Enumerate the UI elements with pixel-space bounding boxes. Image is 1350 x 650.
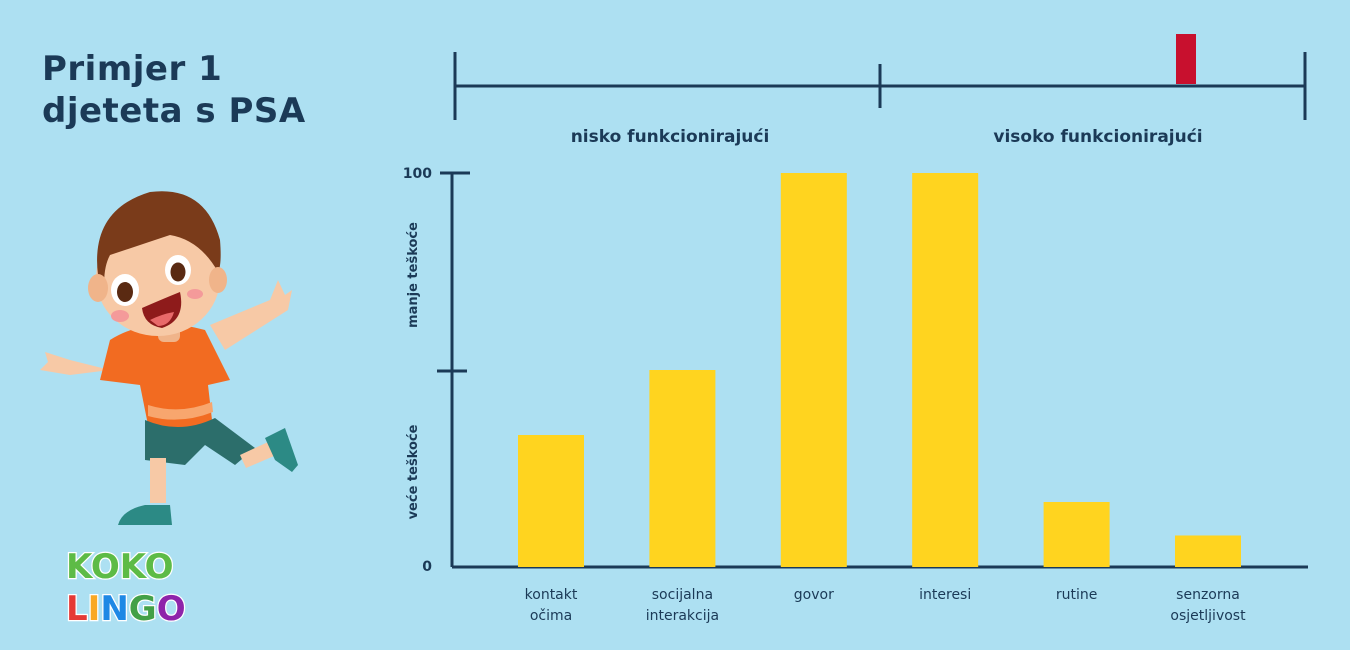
bar-3 xyxy=(912,173,979,567)
category-label-1: socijalna interakcija xyxy=(646,587,719,624)
logo-letter: K xyxy=(66,547,94,587)
child-right-shoe xyxy=(265,428,298,472)
scale-marker xyxy=(1176,34,1196,84)
child-ear-right xyxy=(209,267,227,293)
scale-left-label: nisko funkcionirajući xyxy=(571,127,770,147)
category-label-0: kontakt očima xyxy=(525,587,578,624)
category-labels: kontakt očima socijalna interakcija govor int… xyxy=(525,587,1246,624)
chart-axes: 100 0 manje teškoće veće teškoće xyxy=(403,166,1308,575)
child-cheek-left xyxy=(111,310,129,322)
child-left-shoe xyxy=(118,505,172,525)
category-label-4: rutine xyxy=(1056,587,1098,603)
child-pupil-right xyxy=(170,262,186,282)
category-label-3: interesi xyxy=(919,587,971,603)
logo-line-2: LINGO xyxy=(66,589,186,629)
child-shirt-stripe xyxy=(148,402,213,420)
child-right-arm xyxy=(210,280,292,350)
y-tick-label-100: 100 xyxy=(403,166,432,182)
y-annotation-lower: veće teškoće xyxy=(406,424,421,519)
logo-letter: O xyxy=(91,547,120,587)
bar-5 xyxy=(1175,535,1241,567)
koko-lingo-logo: KOKO LINGO xyxy=(65,546,187,630)
child-left-arm xyxy=(40,352,110,375)
logo-letter: O xyxy=(157,589,186,629)
bars xyxy=(518,173,1241,567)
logo-letter: N xyxy=(100,589,128,629)
y-annotation-upper: manje teškoće xyxy=(406,222,421,328)
child-shorts xyxy=(145,418,255,465)
logo-letter: G xyxy=(129,589,157,629)
category-label-5: senzorna osjetljivost xyxy=(1170,587,1246,624)
logo-letter: I xyxy=(88,589,101,629)
functioning-scale: nisko funkcionirajući visoko funkcionira… xyxy=(453,34,1307,147)
child-hair xyxy=(97,191,221,295)
bar-1 xyxy=(649,370,716,567)
logo-letter: L xyxy=(66,589,88,629)
child-right-leg xyxy=(240,442,274,468)
bar-4 xyxy=(1043,501,1110,567)
page-title-line-2: djeteta s PSA xyxy=(42,91,306,131)
scale-right-label: visoko funkcionirajući xyxy=(993,127,1202,147)
child-illustration xyxy=(40,191,298,525)
bar-0 xyxy=(518,435,584,567)
page-title: Primjer 1 djeteta s PSA xyxy=(42,48,306,132)
bar-2 xyxy=(780,173,847,567)
logo-line-1: KOKO xyxy=(66,547,173,587)
page-title-line-1: Primjer 1 xyxy=(42,49,223,89)
child-cheek-right xyxy=(187,289,203,299)
y-tick-label-0: 0 xyxy=(422,559,432,575)
child-ear-left xyxy=(88,274,108,302)
child-shirt xyxy=(100,324,230,429)
logo-letter: K xyxy=(120,547,148,587)
child-pupil-left xyxy=(117,282,133,302)
child-tongue xyxy=(150,312,174,326)
category-label-2: govor xyxy=(794,587,834,603)
logo-letter: O xyxy=(145,547,174,587)
child-left-leg xyxy=(150,458,166,503)
child-mouth xyxy=(142,292,182,328)
